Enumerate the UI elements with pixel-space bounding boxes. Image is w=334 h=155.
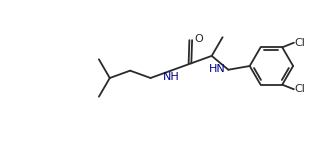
Text: Cl: Cl	[295, 38, 306, 48]
Text: HN: HN	[209, 64, 226, 74]
Text: Cl: Cl	[295, 84, 306, 94]
Text: NH: NH	[163, 72, 179, 82]
Text: O: O	[194, 34, 203, 44]
